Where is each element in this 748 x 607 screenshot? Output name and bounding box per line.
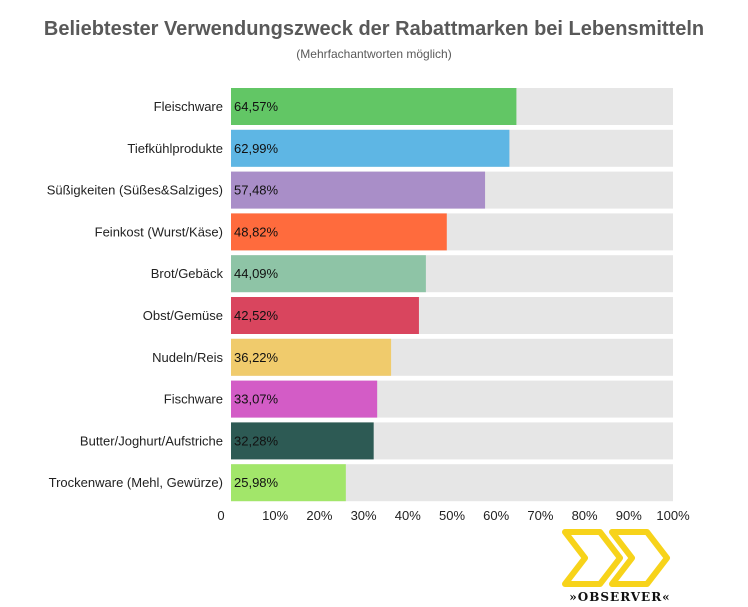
data-label: 36,22% <box>234 350 279 365</box>
bar <box>231 255 426 293</box>
data-label: 44,09% <box>234 266 279 281</box>
x-tick-label: 100% <box>656 508 690 523</box>
bar-chart: Fleischware 64,57% Tiefkühlprodukte 62,99% S… <box>47 88 690 523</box>
observer-logo: »OBSERVER« <box>560 524 680 606</box>
data-label: 48,82% <box>234 224 279 239</box>
category-label: Nudeln/Reis <box>152 350 223 365</box>
chart-subtitle: (Mehrfachantworten möglich) <box>296 47 452 61</box>
bar <box>231 171 486 209</box>
bar <box>231 213 447 251</box>
x-tick-label: 60% <box>483 508 509 523</box>
x-tick-label: 20% <box>306 508 332 523</box>
category-label: Fischware <box>164 392 223 407</box>
data-label: 57,48% <box>234 183 279 198</box>
data-label: 32,28% <box>234 433 279 448</box>
chart-title: Beliebtester Verwendungszweck der Rabatt… <box>43 18 705 40</box>
x-tick-label: 50% <box>439 508 465 523</box>
category-label: Trockenware (Mehl, Gewürze) <box>49 475 223 490</box>
bar <box>231 422 374 460</box>
logo-text: »OBSERVER« <box>569 590 671 604</box>
category-label: Brot/Gebäck <box>151 266 224 281</box>
x-tick-label: 80% <box>572 508 598 523</box>
bar <box>231 88 517 125</box>
bar <box>231 380 378 418</box>
data-label: 25,98% <box>234 475 279 490</box>
chevrons-icon <box>562 529 670 587</box>
bar <box>231 464 346 502</box>
bar <box>231 297 419 334</box>
data-label: 64,57% <box>234 99 279 114</box>
x-tick-label: 0 <box>217 508 224 523</box>
category-label: Süßigkeiten (Süßes&Salziges) <box>47 183 223 198</box>
x-tick-label: 70% <box>527 508 553 523</box>
category-label: Obst/Gemüse <box>143 308 223 323</box>
category-label: Fleischware <box>154 99 223 114</box>
x-tick-label: 40% <box>395 508 421 523</box>
data-label: 42,52% <box>234 308 279 323</box>
bar <box>231 129 510 167</box>
category-label: Tiefkühlprodukte <box>127 141 223 156</box>
x-tick-label: 90% <box>616 508 642 523</box>
data-label: 62,99% <box>234 141 279 156</box>
category-label: Feinkost (Wurst/Käse) <box>95 224 223 239</box>
x-tick-label: 30% <box>351 508 377 523</box>
x-tick-label: 10% <box>262 508 288 523</box>
data-label: 33,07% <box>234 392 279 407</box>
bar <box>231 338 392 376</box>
category-label: Butter/Joghurt/Aufstriche <box>80 433 223 448</box>
